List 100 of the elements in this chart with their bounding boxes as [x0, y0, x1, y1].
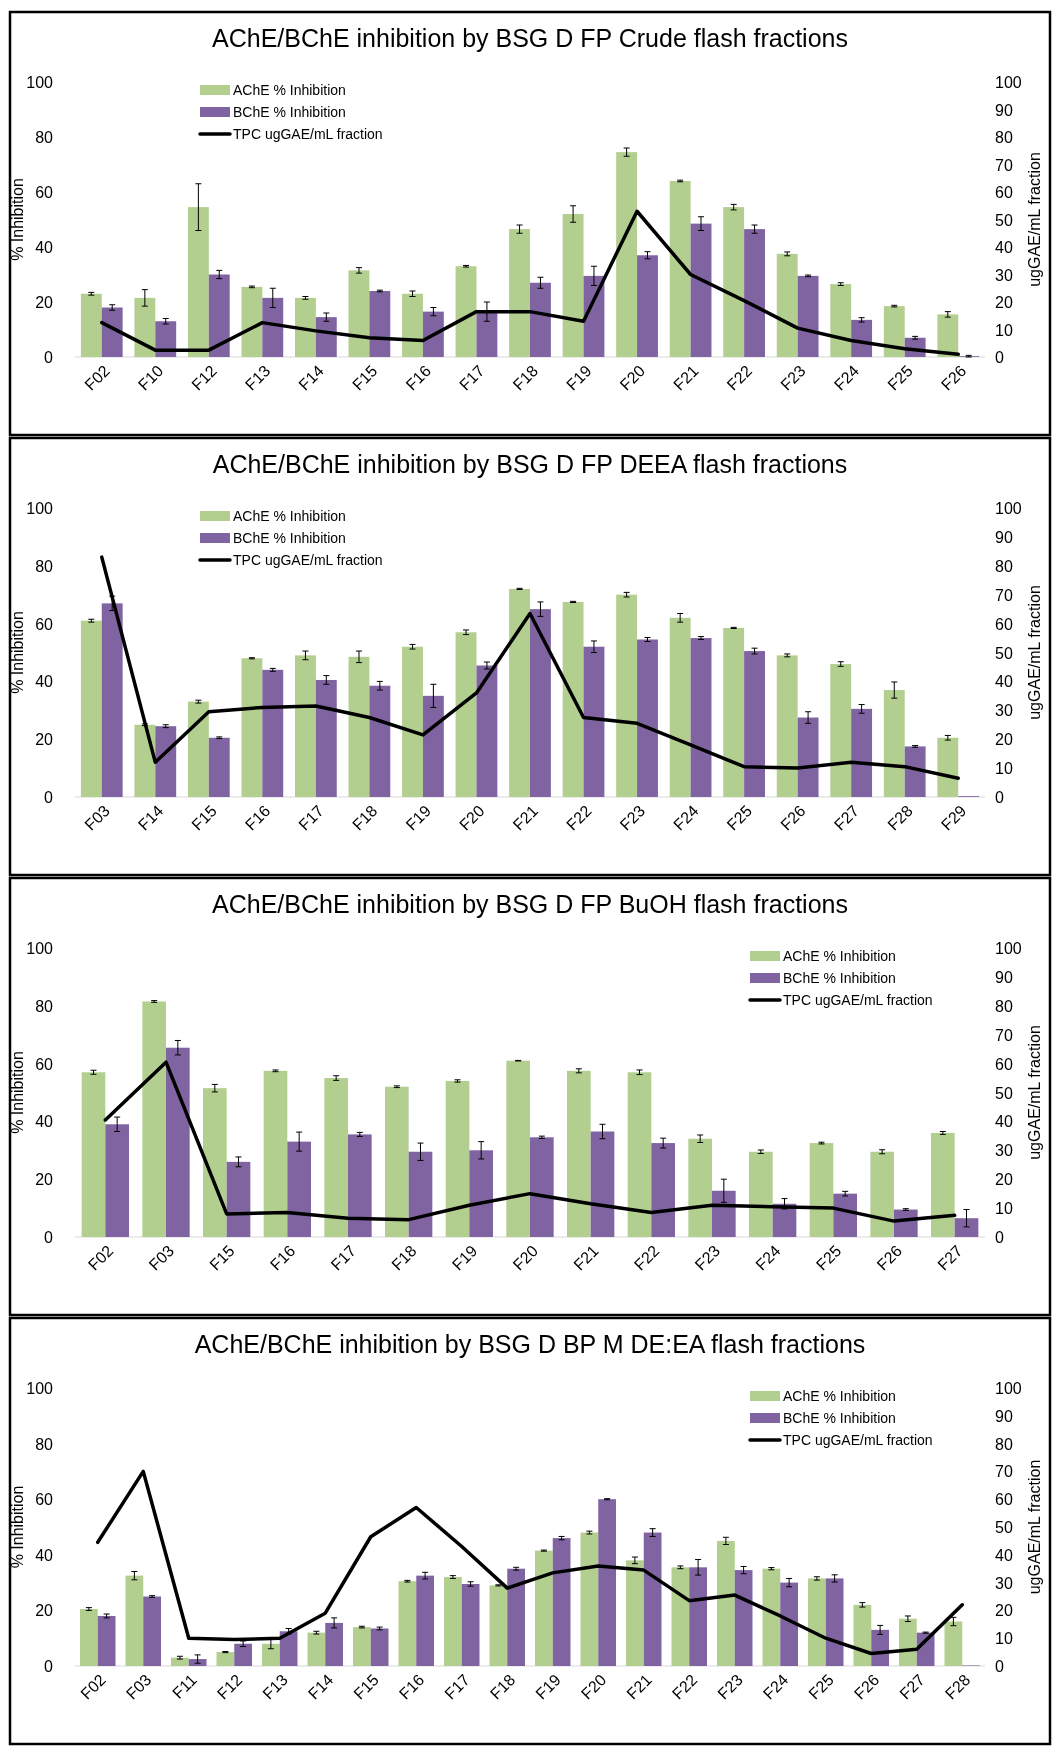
- y-tick-label: 0: [44, 789, 54, 806]
- bar: [509, 229, 530, 357]
- y-tick-label: 20: [35, 1602, 54, 1620]
- bar: [717, 1540, 735, 1666]
- y2-tick-label: 30: [995, 266, 1013, 284]
- x-tick-label: F19: [402, 802, 435, 834]
- x-tick-label: F17: [441, 1671, 473, 1703]
- bar: [688, 1138, 712, 1237]
- bar: [509, 588, 530, 797]
- bar: [944, 1621, 963, 1666]
- bar: [422, 695, 444, 797]
- x-tick-label: F18: [509, 362, 542, 394]
- chart-title: AChE/BChE inhibition by BSG D BP M DE:EA flash fractions: [194, 1330, 866, 1358]
- y2-tick-label: 90: [995, 968, 1013, 986]
- bar: [455, 266, 477, 357]
- x-tick-label: F03: [145, 1242, 178, 1274]
- x-tick-label: F27: [896, 1671, 928, 1703]
- y-tick-label: 80: [35, 129, 54, 146]
- bar: [530, 609, 551, 797]
- bar: [651, 1143, 675, 1237]
- y-tick-label: 60: [35, 1055, 54, 1073]
- bar: [797, 717, 819, 797]
- y-axis-title: % Inhibition: [9, 611, 26, 694]
- bar: [723, 207, 745, 357]
- bar: [637, 255, 658, 357]
- bar: [931, 1132, 955, 1237]
- x-tick-label: F23: [616, 802, 649, 834]
- y2-tick-label: 60: [995, 615, 1013, 633]
- chart-title: AChE/BChE inhibition by BSG D FP Crude flash fractions: [212, 24, 848, 52]
- bar: [142, 1001, 166, 1238]
- x-tick-label: F24: [759, 1671, 792, 1703]
- bar: [125, 1575, 144, 1666]
- y2-tick-label: 10: [995, 321, 1013, 339]
- x-tick-label: F20: [456, 802, 488, 834]
- bar: [369, 685, 391, 797]
- y2-tick-label: 100: [995, 1380, 1022, 1397]
- y2-tick-label: 100: [995, 940, 1022, 957]
- bar: [808, 1578, 826, 1666]
- bar: [870, 1151, 894, 1237]
- x-tick-label: F21: [623, 1671, 655, 1703]
- bar: [226, 1161, 251, 1237]
- bar: [883, 306, 905, 357]
- y-tick-label: 60: [35, 615, 54, 633]
- bar: [744, 229, 765, 357]
- x-tick-label: F23: [714, 1671, 746, 1703]
- bar: [461, 1583, 480, 1666]
- bar: [369, 291, 391, 357]
- bar: [348, 270, 370, 357]
- y2-tick-label: 50: [995, 1084, 1013, 1102]
- bar: [105, 1124, 129, 1237]
- bar: [262, 1643, 280, 1666]
- bar: [241, 658, 263, 797]
- bar: [295, 297, 316, 357]
- bar: [80, 620, 102, 797]
- bar: [883, 690, 905, 797]
- bar: [422, 311, 444, 357]
- bar: [762, 1568, 781, 1666]
- x-tick-label: F15: [348, 362, 381, 394]
- bar: [402, 293, 423, 357]
- y2-tick-label: 60: [995, 1491, 1013, 1509]
- y2-tick-label: 70: [995, 156, 1013, 174]
- x-tick-label: F20: [616, 362, 649, 394]
- y2-tick-label: 100: [995, 74, 1022, 91]
- x-tick-label: F17: [327, 1242, 360, 1274]
- x-tick-label: F27: [934, 1242, 966, 1274]
- x-tick-label: F14: [134, 802, 167, 834]
- y2-tick-label: 100: [995, 500, 1022, 517]
- y2-tick-label: 30: [995, 702, 1013, 720]
- bar: [734, 1570, 753, 1666]
- y2-tick-label: 70: [995, 1463, 1013, 1481]
- legend-label: AChE % Inhibition: [233, 508, 346, 524]
- y-tick-label: 40: [35, 1546, 54, 1564]
- y2-tick-label: 10: [995, 760, 1013, 778]
- x-tick-label: F27: [830, 802, 863, 834]
- bar: [643, 1532, 662, 1666]
- x-tick-label: F18: [388, 1242, 420, 1274]
- bar: [188, 1659, 207, 1666]
- x-tick-label: F28: [884, 802, 916, 834]
- bar: [241, 286, 263, 357]
- bar: [476, 311, 498, 357]
- legend-label: BChE % Inhibition: [233, 104, 346, 120]
- y2-tick-label: 0: [995, 789, 1004, 806]
- bar: [689, 1567, 707, 1666]
- bar: [279, 1631, 298, 1666]
- bar: [506, 1060, 530, 1237]
- x-tick-label: F17: [295, 802, 328, 834]
- bar: [530, 282, 551, 357]
- bar: [776, 655, 798, 797]
- x-tick-label: F21: [509, 802, 542, 834]
- x-tick-label: F22: [723, 362, 756, 394]
- y2-axis-title: ugGAE/mL fraction: [1026, 1459, 1043, 1595]
- bar: [669, 181, 691, 357]
- y2-tick-label: 50: [995, 1519, 1013, 1536]
- x-tick-label: F26: [850, 1671, 883, 1703]
- chart-title: AChE/BChE inhibition by BSG D FP DEEA flash fractions: [212, 450, 848, 478]
- bar: [507, 1568, 525, 1666]
- x-tick-label: F16: [402, 362, 435, 394]
- bar: [97, 1615, 116, 1666]
- bar: [325, 1622, 343, 1666]
- x-tick-label: F17: [456, 362, 488, 394]
